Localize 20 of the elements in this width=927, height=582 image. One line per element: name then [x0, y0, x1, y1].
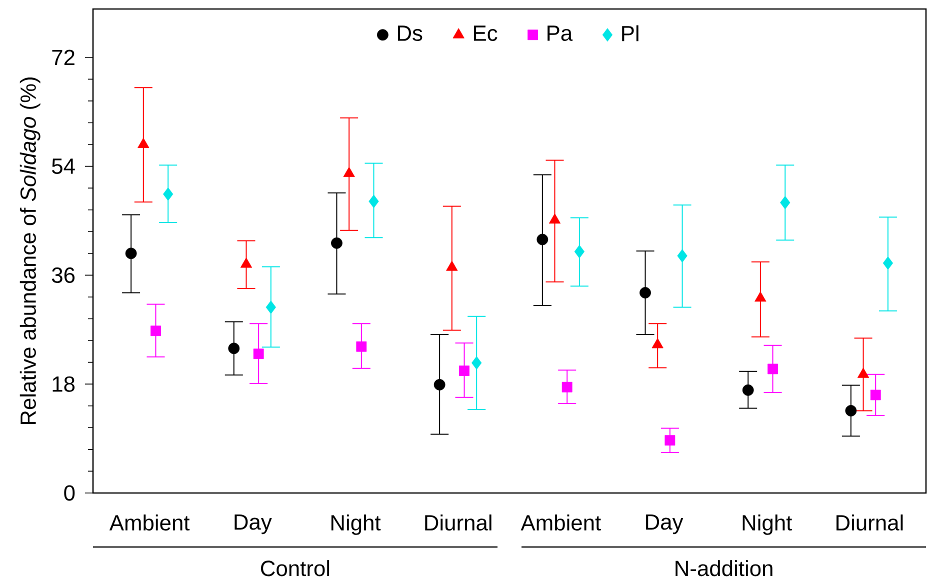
y-tick-label: 72: [52, 50, 74, 66]
x-tick-label: Night: [742, 514, 792, 535]
x-tick-label: Diurnal: [425, 514, 492, 531]
legend-label: Pl: [622, 25, 638, 42]
y-tick-label: 54: [52, 158, 75, 174]
x-tick-label: Ambient: [109, 514, 190, 531]
text: Control: [260, 560, 330, 576]
text: N-addition: [676, 560, 772, 576]
y-tick-label: 18: [52, 376, 75, 392]
y-tick-label: 36: [52, 267, 75, 283]
x-tick-label: Day: [234, 514, 272, 534]
y-axis-title: Relative abundance of Solidago (%): [20, 78, 40, 424]
x-tick-label: Day: [646, 514, 684, 534]
x-tick-label: Ambient: [520, 514, 601, 531]
legend-label: Pa: [548, 26, 573, 41]
legend-label: Ec: [474, 26, 498, 41]
y-tick-label: 0: [64, 485, 75, 501]
x-tick-label: Diurnal: [836, 514, 903, 531]
legend-label: Ds: [398, 26, 422, 41]
x-tick-label: Night: [331, 514, 381, 535]
